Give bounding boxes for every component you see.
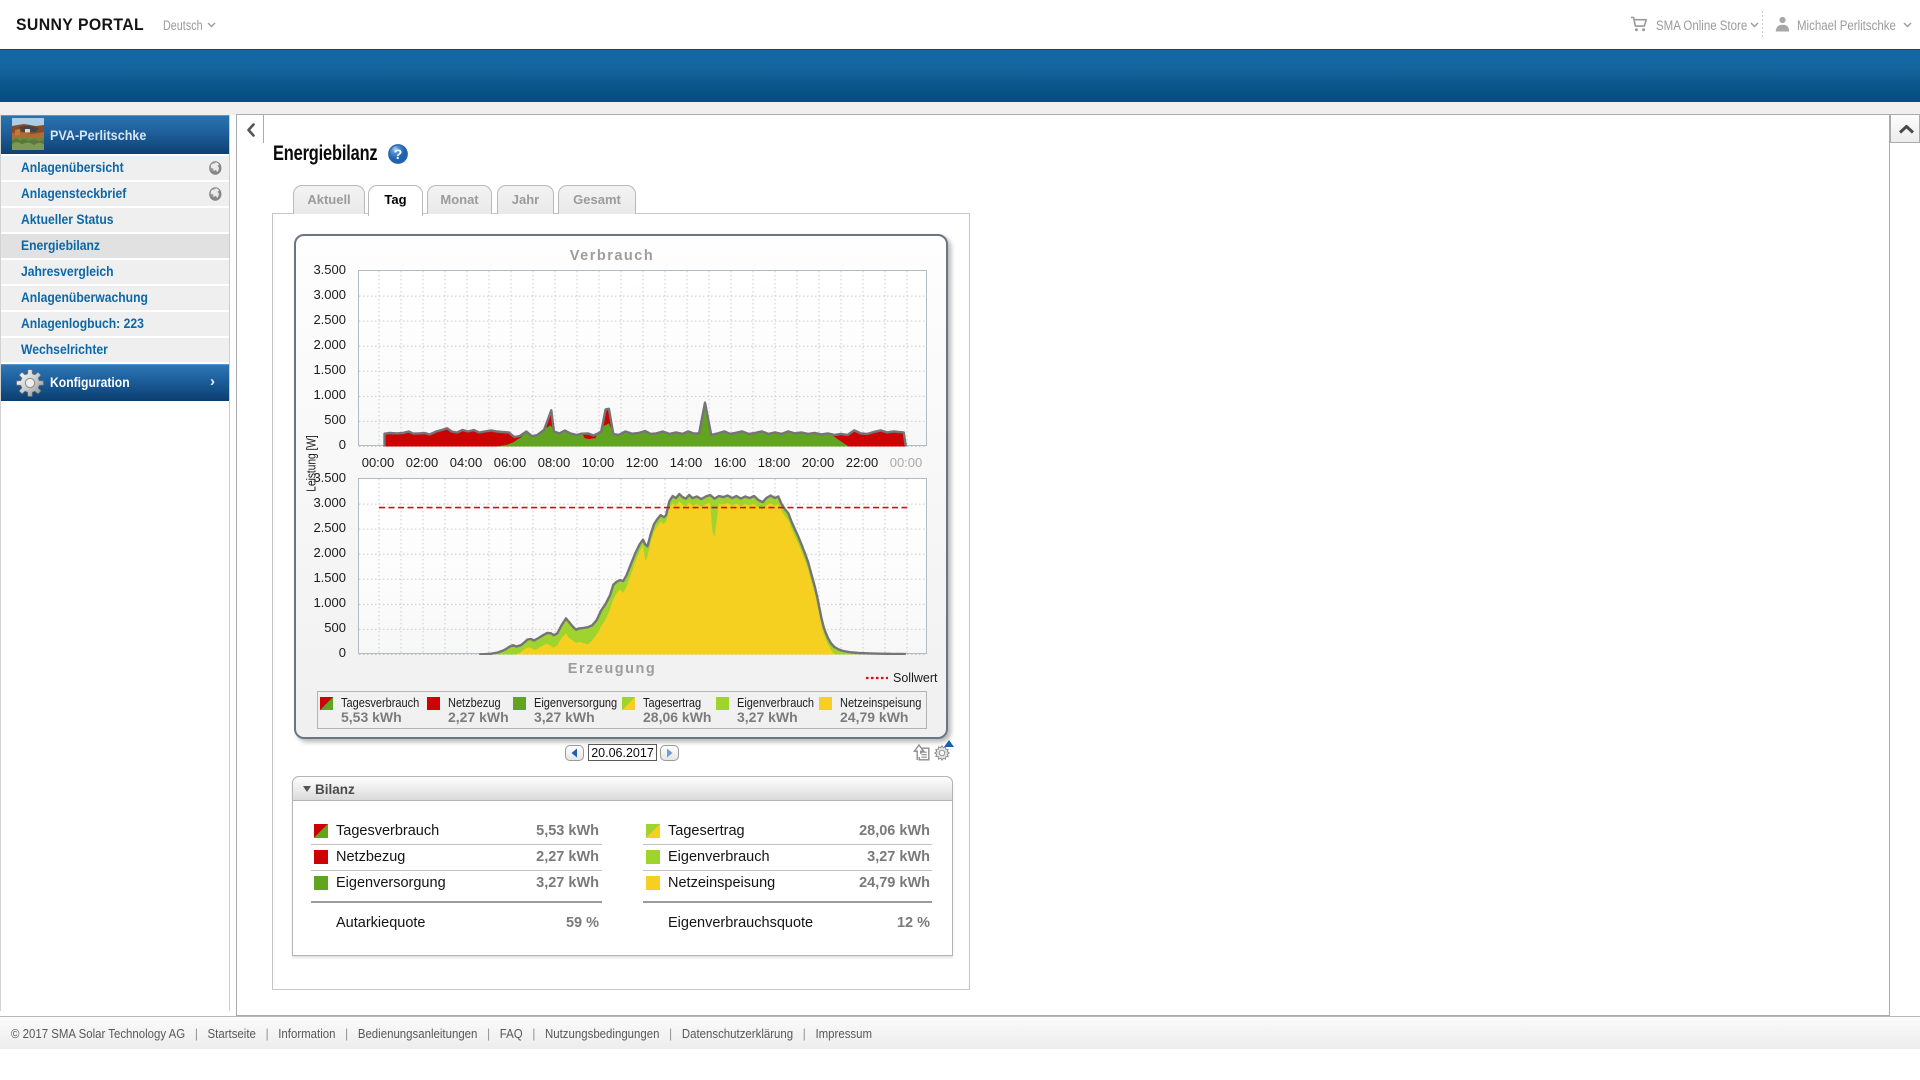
svg-text:?: ?	[394, 146, 403, 162]
